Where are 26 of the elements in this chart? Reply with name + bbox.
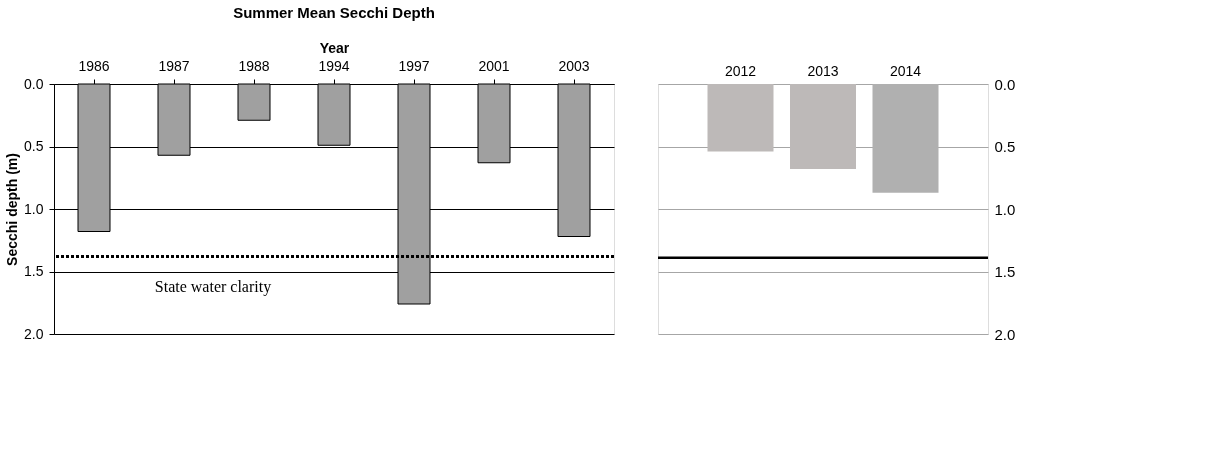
x-tick-label: 2012	[724, 62, 757, 79]
x-tick-label: 2013	[807, 62, 839, 79]
y-axis-title: Secchi depth (m)	[4, 153, 21, 266]
y-tick-label: 0.0	[24, 75, 44, 92]
x-tick-label: 1997	[398, 57, 430, 74]
y-tick-label: 2.0	[994, 325, 1016, 343]
x-tick-label: 2001	[478, 57, 510, 74]
y-tick-label: 1.5	[994, 263, 1016, 280]
x-tick-label: 1986	[78, 57, 110, 74]
y-tick-label: 2.0	[24, 325, 44, 342]
x-tick-label: 2003	[558, 57, 590, 74]
y-tick-label: 1.0	[994, 200, 1016, 218]
x-tick-label: 1994	[318, 57, 350, 74]
x-tick-label: 1987	[158, 57, 190, 74]
chart-title: Summer Mean Secchi Depth	[233, 4, 435, 21]
y-tick-label: 0.5	[24, 138, 44, 154]
y-tick-label: 1.0	[24, 200, 44, 217]
x-tick-label: 2014	[889, 62, 922, 79]
y-tick-label: 1.5	[24, 263, 44, 279]
x-tick-label: 1988	[238, 57, 270, 74]
bar	[790, 84, 856, 169]
ref-line-label: State water clarity	[154, 277, 272, 296]
y-tick-label: 0.5	[994, 138, 1016, 155]
bar	[707, 84, 774, 152]
x-axis-title: Year	[319, 39, 350, 56]
y-tick-label: 0.0	[994, 75, 1016, 93]
